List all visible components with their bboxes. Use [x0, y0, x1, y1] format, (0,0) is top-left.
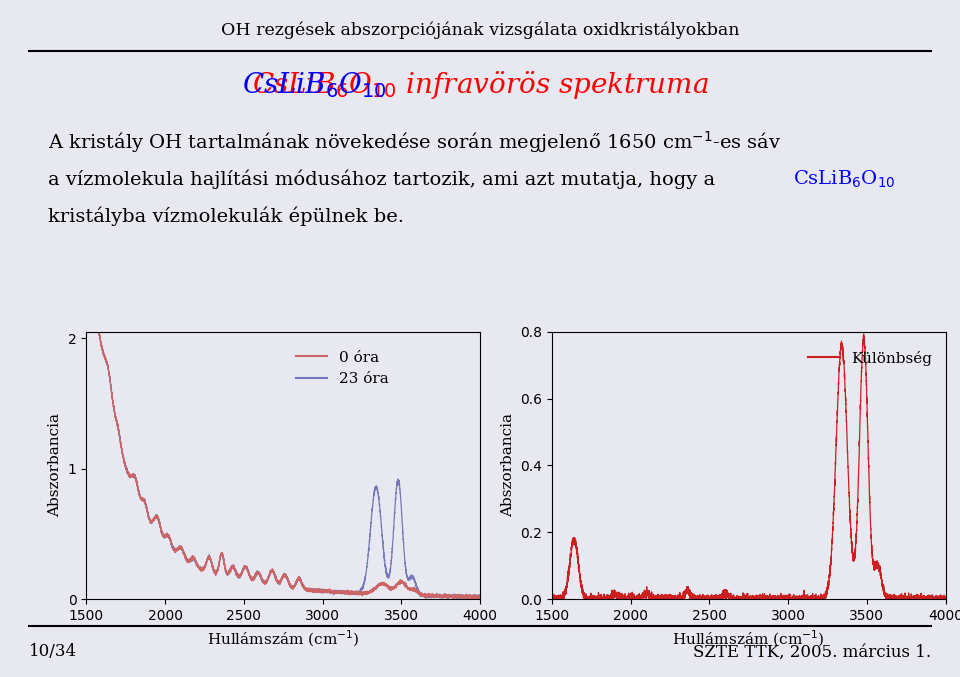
Legend: 0 óra, 23 óra: 0 óra, 23 óra [290, 345, 395, 393]
X-axis label: Hullámszám (cm$^{-1}$): Hullámszám (cm$^{-1}$) [206, 628, 360, 649]
Text: CsLiB$_6$O$_{10}$: CsLiB$_6$O$_{10}$ [242, 70, 388, 100]
Text: kristályba vízmolekulák épülnek be.: kristályba vízmolekulák épülnek be. [48, 207, 404, 226]
X-axis label: Hullámszám (cm$^{-1}$): Hullámszám (cm$^{-1}$) [672, 628, 826, 649]
Legend: Különbség: Különbség [802, 345, 938, 372]
Text: SZTE TTK, 2005. március 1.: SZTE TTK, 2005. március 1. [693, 643, 931, 661]
Text: 10/34: 10/34 [29, 643, 77, 661]
Y-axis label: Abszorbancia: Abszorbancia [501, 414, 515, 517]
Text: CsLiB$_6$O$_{10}$: CsLiB$_6$O$_{10}$ [793, 169, 896, 190]
Y-axis label: Abszorbancia: Abszorbancia [48, 414, 62, 517]
Text: CsLiB$_6$O$_{10}$ infravörös spektruma: CsLiB$_6$O$_{10}$ infravörös spektruma [252, 68, 708, 101]
Text: A kristály OH tartalmának növekedése során megjelenő 1650 cm$^{-1}$-es sáv: A kristály OH tartalmának növekedése sor… [48, 129, 781, 155]
Text: a vízmolekula hajlítási módusához tartozik, ami azt mutatja, hogy a: a vízmolekula hajlítási módusához tartoz… [48, 170, 721, 189]
Text: OH rezgések abszorpciójának vizsgálata oxidkristályokban: OH rezgések abszorpciójának vizsgálata o… [221, 22, 739, 39]
